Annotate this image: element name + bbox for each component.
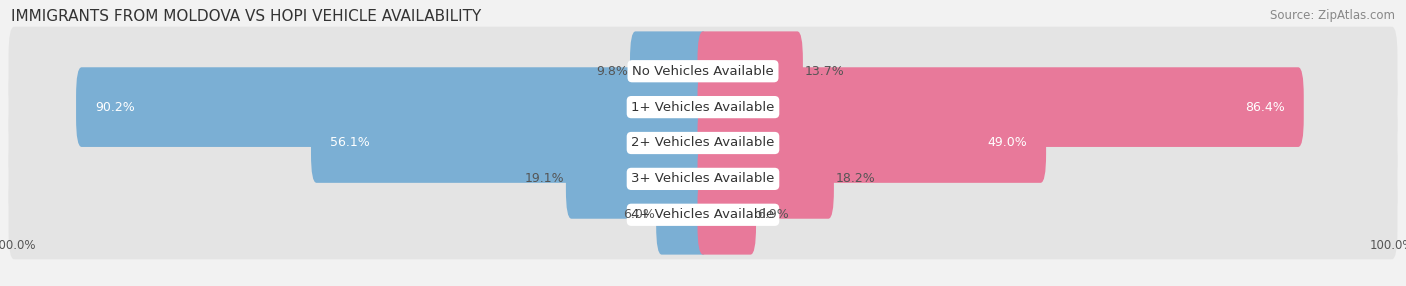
FancyBboxPatch shape bbox=[311, 103, 709, 183]
FancyBboxPatch shape bbox=[697, 139, 834, 219]
Text: 56.1%: 56.1% bbox=[330, 136, 370, 150]
FancyBboxPatch shape bbox=[8, 27, 1398, 116]
Text: IMMIGRANTS FROM MOLDOVA VS HOPI VEHICLE AVAILABILITY: IMMIGRANTS FROM MOLDOVA VS HOPI VEHICLE … bbox=[11, 9, 481, 23]
FancyBboxPatch shape bbox=[657, 175, 709, 255]
FancyBboxPatch shape bbox=[697, 31, 803, 111]
Text: 13.7%: 13.7% bbox=[804, 65, 844, 78]
Text: 49.0%: 49.0% bbox=[987, 136, 1026, 150]
FancyBboxPatch shape bbox=[697, 103, 1046, 183]
FancyBboxPatch shape bbox=[630, 31, 709, 111]
Text: 2+ Vehicles Available: 2+ Vehicles Available bbox=[631, 136, 775, 150]
FancyBboxPatch shape bbox=[565, 139, 709, 219]
FancyBboxPatch shape bbox=[8, 170, 1398, 259]
FancyBboxPatch shape bbox=[8, 134, 1398, 223]
Text: 19.1%: 19.1% bbox=[524, 172, 565, 185]
FancyBboxPatch shape bbox=[697, 67, 1303, 147]
Text: 6.9%: 6.9% bbox=[758, 208, 789, 221]
Text: No Vehicles Available: No Vehicles Available bbox=[633, 65, 773, 78]
Text: 6.0%: 6.0% bbox=[623, 208, 655, 221]
Text: 86.4%: 86.4% bbox=[1244, 101, 1285, 114]
FancyBboxPatch shape bbox=[697, 175, 756, 255]
Text: 4+ Vehicles Available: 4+ Vehicles Available bbox=[631, 208, 775, 221]
FancyBboxPatch shape bbox=[76, 67, 709, 147]
Text: 1+ Vehicles Available: 1+ Vehicles Available bbox=[631, 101, 775, 114]
FancyBboxPatch shape bbox=[8, 98, 1398, 188]
Text: 90.2%: 90.2% bbox=[96, 101, 135, 114]
Text: 3+ Vehicles Available: 3+ Vehicles Available bbox=[631, 172, 775, 185]
Text: 9.8%: 9.8% bbox=[596, 65, 628, 78]
FancyBboxPatch shape bbox=[8, 63, 1398, 152]
Text: Source: ZipAtlas.com: Source: ZipAtlas.com bbox=[1270, 9, 1395, 21]
Text: 18.2%: 18.2% bbox=[835, 172, 875, 185]
